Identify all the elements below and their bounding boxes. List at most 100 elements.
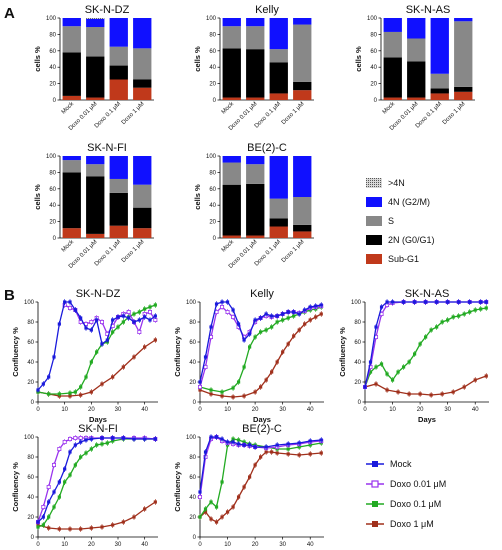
chart-line-be-2-c-ytick-label-40: 40 [189, 495, 196, 501]
chart-line-be-2-c-series-doxo-0-1-m-line [199, 438, 322, 518]
chart-line-sk-n-fi-series-doxo-1-m-line [37, 501, 156, 530]
chart-line-kelly-ytick-label-40: 40 [189, 360, 196, 366]
chart-bar-be-2-c-bar-mock-sub-g1 [222, 235, 241, 238]
chart-bar-sk-n-fi-bar-mock-4n-g2-m [62, 156, 81, 161]
chart-line-sk-n-dz-ytick-label-20: 20 [27, 380, 34, 386]
chart-bar-sk-n-as-bar-doxo-0-01-m-s [407, 38, 426, 62]
chart-line-sk-n-dz-xtick-label-40: 40 [141, 407, 148, 413]
chart-line-kelly-xtick-label-40: 40 [307, 407, 314, 413]
chart-line-sk-n-dz-series-mock-point-11 [95, 318, 99, 322]
chart-line-sk-n-as-series-doxo-1-m-point-1 [374, 382, 378, 386]
chart-line-kelly-series-mock-point-9 [248, 332, 252, 336]
chart-line-sk-n-dz-series-mock-point-9 [84, 326, 88, 330]
legend-label-gt4n: >4N [388, 178, 405, 188]
chart-bar-sk-n-as-bar-doxo-0-1-m-sub-g1 [430, 93, 449, 100]
chart-line-sk-n-as-series-mock-point-10 [446, 300, 450, 304]
chart-bar-be-2-c-xtick-label-mock: Mock [221, 238, 236, 253]
chart-line-sk-n-dz-series-mock-point-15 [116, 315, 120, 319]
chart-line-sk-n-dz-title: SK-N-DZ [76, 288, 121, 300]
chart-line-sk-n-dz-ylabel: Confluency % [11, 327, 20, 377]
chart-line-sk-n-dz-series-mock-point-16 [121, 314, 125, 318]
chart-bar-be-2-c-bar-doxo-0-1-m-sub-g1 [269, 226, 288, 238]
chart-line-sk-n-fi-series-doxo-1-m-point-2 [57, 527, 61, 531]
chart-bar-be-2-c-bar-doxo-0-1-m-4n-g2-m [269, 156, 288, 199]
chart-bar-sk-n-dz-bar-doxo-1-m-4n-g2-m [133, 18, 152, 49]
chart-line-be-2-c-ytick-label-60: 60 [189, 475, 196, 481]
chart-bar-sk-n-dz-xtick-label-mock: Mock [61, 100, 76, 115]
chart-bar-sk-n-dz-title: SK-N-DZ [85, 4, 130, 16]
panel-label-b: B [4, 287, 15, 304]
chart-line-kelly-ytick-label-100: 100 [186, 300, 197, 306]
legend-swatch-2n [366, 235, 382, 245]
chart-line-sk-n-fi-series-doxo-0-1-m-point-9 [84, 451, 88, 455]
chart-line-sk-n-as-series-doxo-0-1-m-point-6 [396, 370, 400, 374]
chart-line-sk-n-dz-series-mock-point-1 [41, 382, 45, 386]
chart-line-sk-n-dz: SK-N-DZ 0 20 40 60 80 100 Confluency % 0 10 20 30 40… [11, 288, 158, 424]
chart-bar-sk-n-as-xtick-label-doxo-1-m: Doxo 1 μM [442, 101, 467, 126]
chart-bar-sk-n-fi-bar-doxo-0-01-m-2n-g0-g1 [86, 176, 105, 234]
chart-line-kelly-series-doxo-0-1-m-point-14 [292, 314, 296, 318]
chart-line-sk-n-dz-series-mock-point-19 [137, 318, 141, 322]
chart-bar-kelly-bar-mock-2n-g0-g1 [222, 48, 241, 98]
chart-line-kelly-series-doxo-1-m-point-16 [314, 315, 318, 319]
chart-line-be-2-c-xtick-label-20: 20 [252, 542, 259, 548]
chart-line-sk-n-as-series-doxo-0-1-m-point-12 [429, 328, 433, 332]
chart-line-sk-n-fi-series-doxo-1-m-point-10 [143, 507, 147, 511]
chart-line-sk-n-fi-series-mock-point-0 [36, 520, 40, 524]
chart-line-kelly-series-mock-point-13 [270, 314, 274, 318]
chart-bar-sk-n-fi-ytick-label-60: 60 [49, 187, 56, 193]
chart-bar-be-2-c-ytick-label-80: 80 [209, 170, 216, 176]
legend-marker-doxo1 [372, 521, 378, 527]
chart-line-be-2-c-xtick-label-0: 0 [198, 542, 202, 548]
chart-line-be-2-c-ytick-label-0: 0 [193, 535, 197, 541]
chart-line-kelly-series-doxo-1-m-point-3 [231, 395, 235, 399]
chart-line-kelly-series-doxo-0-1-m-point-9 [264, 328, 268, 332]
chart-line-sk-n-dz-xtick-label-0: 0 [36, 407, 40, 413]
chart-line-kelly-series-mock-point-2 [209, 325, 213, 329]
chart-line-sk-n-dz-series-doxo-0-1-m-point-18 [148, 305, 152, 309]
chart-line-sk-n-fi-series-mock-line [37, 437, 156, 523]
chart-bar-sk-n-as-bar-mock-s [383, 31, 402, 58]
chart-line-sk-n-dz-series-mock-point-6 [68, 300, 72, 304]
chart-line-sk-n-dz-series-mock-point-18 [132, 320, 136, 324]
chart-line-sk-n-as: SK-N-AS 0 20 40 60 80 100 Confluency % 0 10 20 30 40… [338, 288, 489, 424]
chart-line-sk-n-dz-ytick-label-60: 60 [27, 340, 34, 346]
chart-line-sk-n-dz-xtick-label-10: 10 [61, 407, 68, 413]
chart-line-sk-n-dz-series-doxo-1-m-point-11 [153, 338, 157, 342]
chart-line-be-2-c-ytick-label-80: 80 [189, 455, 196, 461]
chart-bar-kelly-bar-doxo-0-1-m-s [269, 49, 288, 63]
chart-line-sk-n-dz-xtick-label-30: 30 [115, 407, 122, 413]
chart-bar-sk-n-as-bar-doxo-0-01-m-sub-g1 [407, 97, 426, 100]
chart-line-sk-n-fi-series-doxo-1-m-point-11 [153, 500, 157, 504]
chart-line-sk-n-dz-series-doxo-0-01-m-point-7 [100, 319, 105, 324]
chart-line-kelly-series-mock-point-18 [297, 312, 301, 316]
chart-bar-sk-n-dz-ytick-label-0: 0 [53, 98, 57, 104]
chart-line-kelly-title: Kelly [250, 288, 274, 300]
chart-line-sk-n-fi-ytick-label-80: 80 [27, 455, 34, 461]
chart-line-sk-n-fi-series-mock-point-3 [52, 490, 56, 494]
legend-marker-doxo01 [372, 501, 378, 507]
legend-swatch-gt4n [366, 178, 382, 188]
chart-line-be-2-c-series-doxo-1-m-point-7 [236, 495, 241, 499]
chart-line-be-2-c-series-doxo-1-m-point-14 [275, 451, 279, 455]
chart-line-sk-n-fi-series-doxo-0-1-m-point-3 [52, 505, 56, 509]
chart-line-kelly-series-doxo-0-1-m-point-11 [275, 320, 279, 324]
chart-line-sk-n-as-xtick-label-20: 20 [417, 407, 424, 413]
chart-bar-sk-n-dz-bar-doxo-0-1-m-2n-g0-g1 [109, 65, 128, 80]
chart-bar-sk-n-as-xtick-label-mock: Mock [382, 100, 397, 115]
chart-line-sk-n-as-series-doxo-0-1-m-point-8 [407, 360, 411, 364]
chart-bar-be-2-c-bar-doxo-0-01-m-sub-g1 [246, 235, 265, 238]
chart-line-sk-n-fi-series-doxo-1-m-point-4 [79, 527, 83, 531]
chart-line-be-2-c-series-doxo-0-1-m-point-4 [220, 480, 224, 484]
chart-line-be-2-c-series-doxo-1-m-point-3 [214, 520, 219, 524]
chart-line-be-2-c-series-doxo-1-m-point-13 [270, 450, 274, 454]
chart-line-sk-n-as-ytick-label-80: 80 [354, 320, 361, 326]
chart-line-kelly-series-doxo-1-m-point-14 [303, 322, 307, 326]
legend-label-doxo1: Doxo 1 μM [390, 519, 434, 529]
legend-swatch-4n [366, 197, 382, 207]
chart-bar-be-2-c-bar-doxo-1-m-4n-g2-m [293, 156, 312, 197]
chart-bar-kelly-bar-doxo-0-1-m-sub-g1 [269, 93, 288, 100]
chart-bar-sk-n-as-bar-doxo-0-1-m-s [430, 73, 449, 89]
